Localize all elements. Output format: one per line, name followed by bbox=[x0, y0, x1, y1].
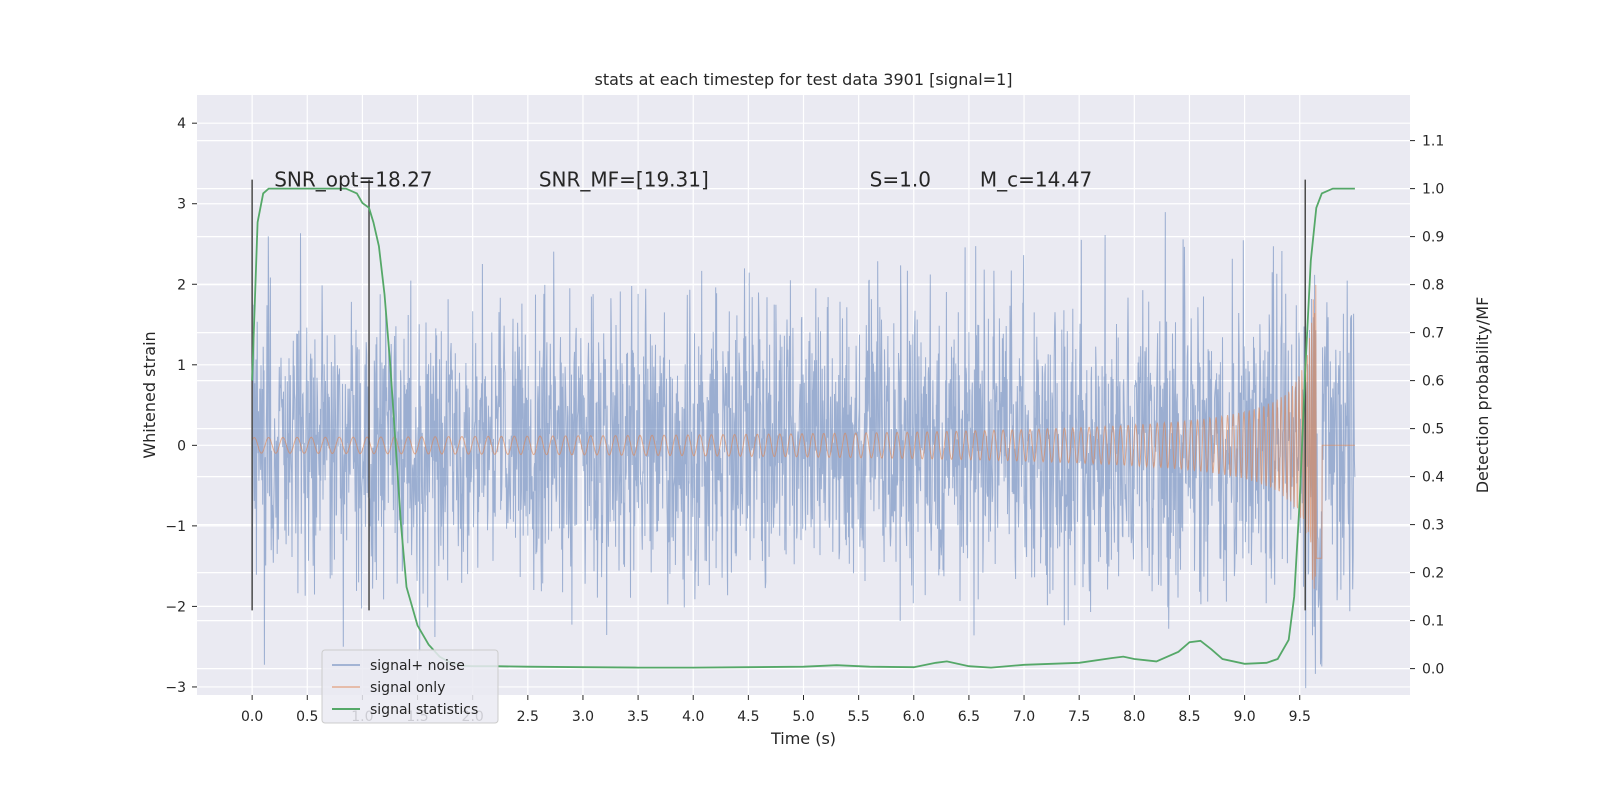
x-tick-label-6: 3.0 bbox=[572, 709, 594, 725]
y2-tick-label-7: 0.7 bbox=[1422, 326, 1444, 342]
x-tick-label-1: 0.5 bbox=[296, 709, 318, 725]
series-signal-noise bbox=[251, 212, 1356, 689]
chart-title: stats at each timestep for test data 390… bbox=[594, 70, 1012, 89]
x-tick-label-11: 5.5 bbox=[848, 709, 870, 725]
x-tick-label-9: 4.5 bbox=[737, 709, 759, 725]
y2-tick-label-3: 0.3 bbox=[1422, 518, 1444, 534]
x-tick-label-16: 8.0 bbox=[1123, 709, 1145, 725]
y2-tick-label-11: 1.1 bbox=[1422, 134, 1444, 150]
signal-statistics-line bbox=[251, 187, 1355, 669]
y2-axis-label: Detection probability/MF bbox=[1473, 297, 1492, 494]
y2-tick-label-5: 0.5 bbox=[1422, 422, 1444, 438]
y-tick-label-6: 3 bbox=[177, 197, 186, 213]
legend: signal+ noise signal only signal statistic… bbox=[321, 649, 499, 724]
y-tick-label-4: 1 bbox=[177, 358, 186, 374]
x-tick-label-14: 7.0 bbox=[1013, 709, 1035, 725]
y2-tick-label-0: 0.0 bbox=[1422, 662, 1444, 678]
series-signal-statistics bbox=[251, 187, 1355, 669]
event-markers bbox=[251, 179, 1306, 611]
y2-tick-label-8: 0.8 bbox=[1422, 278, 1444, 294]
series-signal-only bbox=[251, 284, 1355, 589]
annotation-mc-value: M_c=14.47 bbox=[980, 168, 1092, 192]
x-tick-label-19: 9.5 bbox=[1289, 709, 1311, 725]
annotation-s-value: S=1.0 bbox=[870, 168, 931, 192]
x-tick-label-8: 4.0 bbox=[682, 709, 704, 725]
legend-entry-1: signal only bbox=[370, 680, 445, 696]
x-tick-label-12: 6.0 bbox=[903, 709, 925, 725]
x-tick-label-7: 3.5 bbox=[627, 709, 649, 725]
y-tick-label-7: 4 bbox=[177, 116, 186, 132]
y-axis-label: Whitened strain bbox=[140, 331, 159, 458]
x-tick-label-15: 7.5 bbox=[1068, 709, 1090, 725]
y-tick-label-3: 0 bbox=[177, 438, 186, 454]
signal-only-line bbox=[251, 284, 1355, 589]
x-axis-label: Time (s) bbox=[770, 729, 836, 748]
y2-tick-label-1: 0.1 bbox=[1422, 614, 1444, 630]
legend-box bbox=[321, 649, 499, 724]
y2-tick-label-2: 0.2 bbox=[1422, 566, 1444, 582]
y-tick-label-0: −3 bbox=[165, 680, 186, 696]
legend-entry-2: signal statistics bbox=[370, 702, 478, 718]
x-tick-label-0: 0.0 bbox=[241, 709, 263, 725]
y2-tick-label-10: 1.0 bbox=[1422, 182, 1444, 198]
y-tick-label-2: −1 bbox=[165, 519, 186, 535]
annotation-snr-opt: SNR_opt=18.27 bbox=[274, 168, 432, 192]
y-tick-label-5: 2 bbox=[177, 277, 186, 293]
x-tick-label-18: 9.0 bbox=[1233, 709, 1255, 725]
y2-tick-label-4: 0.4 bbox=[1422, 470, 1444, 486]
y2-tick-label-9: 0.9 bbox=[1422, 230, 1444, 246]
annotations: SNR_opt=18.27 SNR_MF=[19.31] S=1.0 M_c=14.4… bbox=[274, 168, 1092, 192]
signal-noise-line bbox=[251, 212, 1356, 689]
legend-entry-0: signal+ noise bbox=[370, 658, 465, 674]
y2-tick-label-6: 0.6 bbox=[1422, 374, 1444, 390]
annotation-snr-mf: SNR_MF=[19.31] bbox=[539, 168, 709, 192]
x-tick-label-5: 2.5 bbox=[517, 709, 539, 725]
x-tick-label-17: 8.5 bbox=[1178, 709, 1200, 725]
x-tick-label-13: 6.5 bbox=[958, 709, 980, 725]
y-tick-label-1: −2 bbox=[165, 599, 186, 615]
x-tick-label-10: 5.0 bbox=[792, 709, 814, 725]
